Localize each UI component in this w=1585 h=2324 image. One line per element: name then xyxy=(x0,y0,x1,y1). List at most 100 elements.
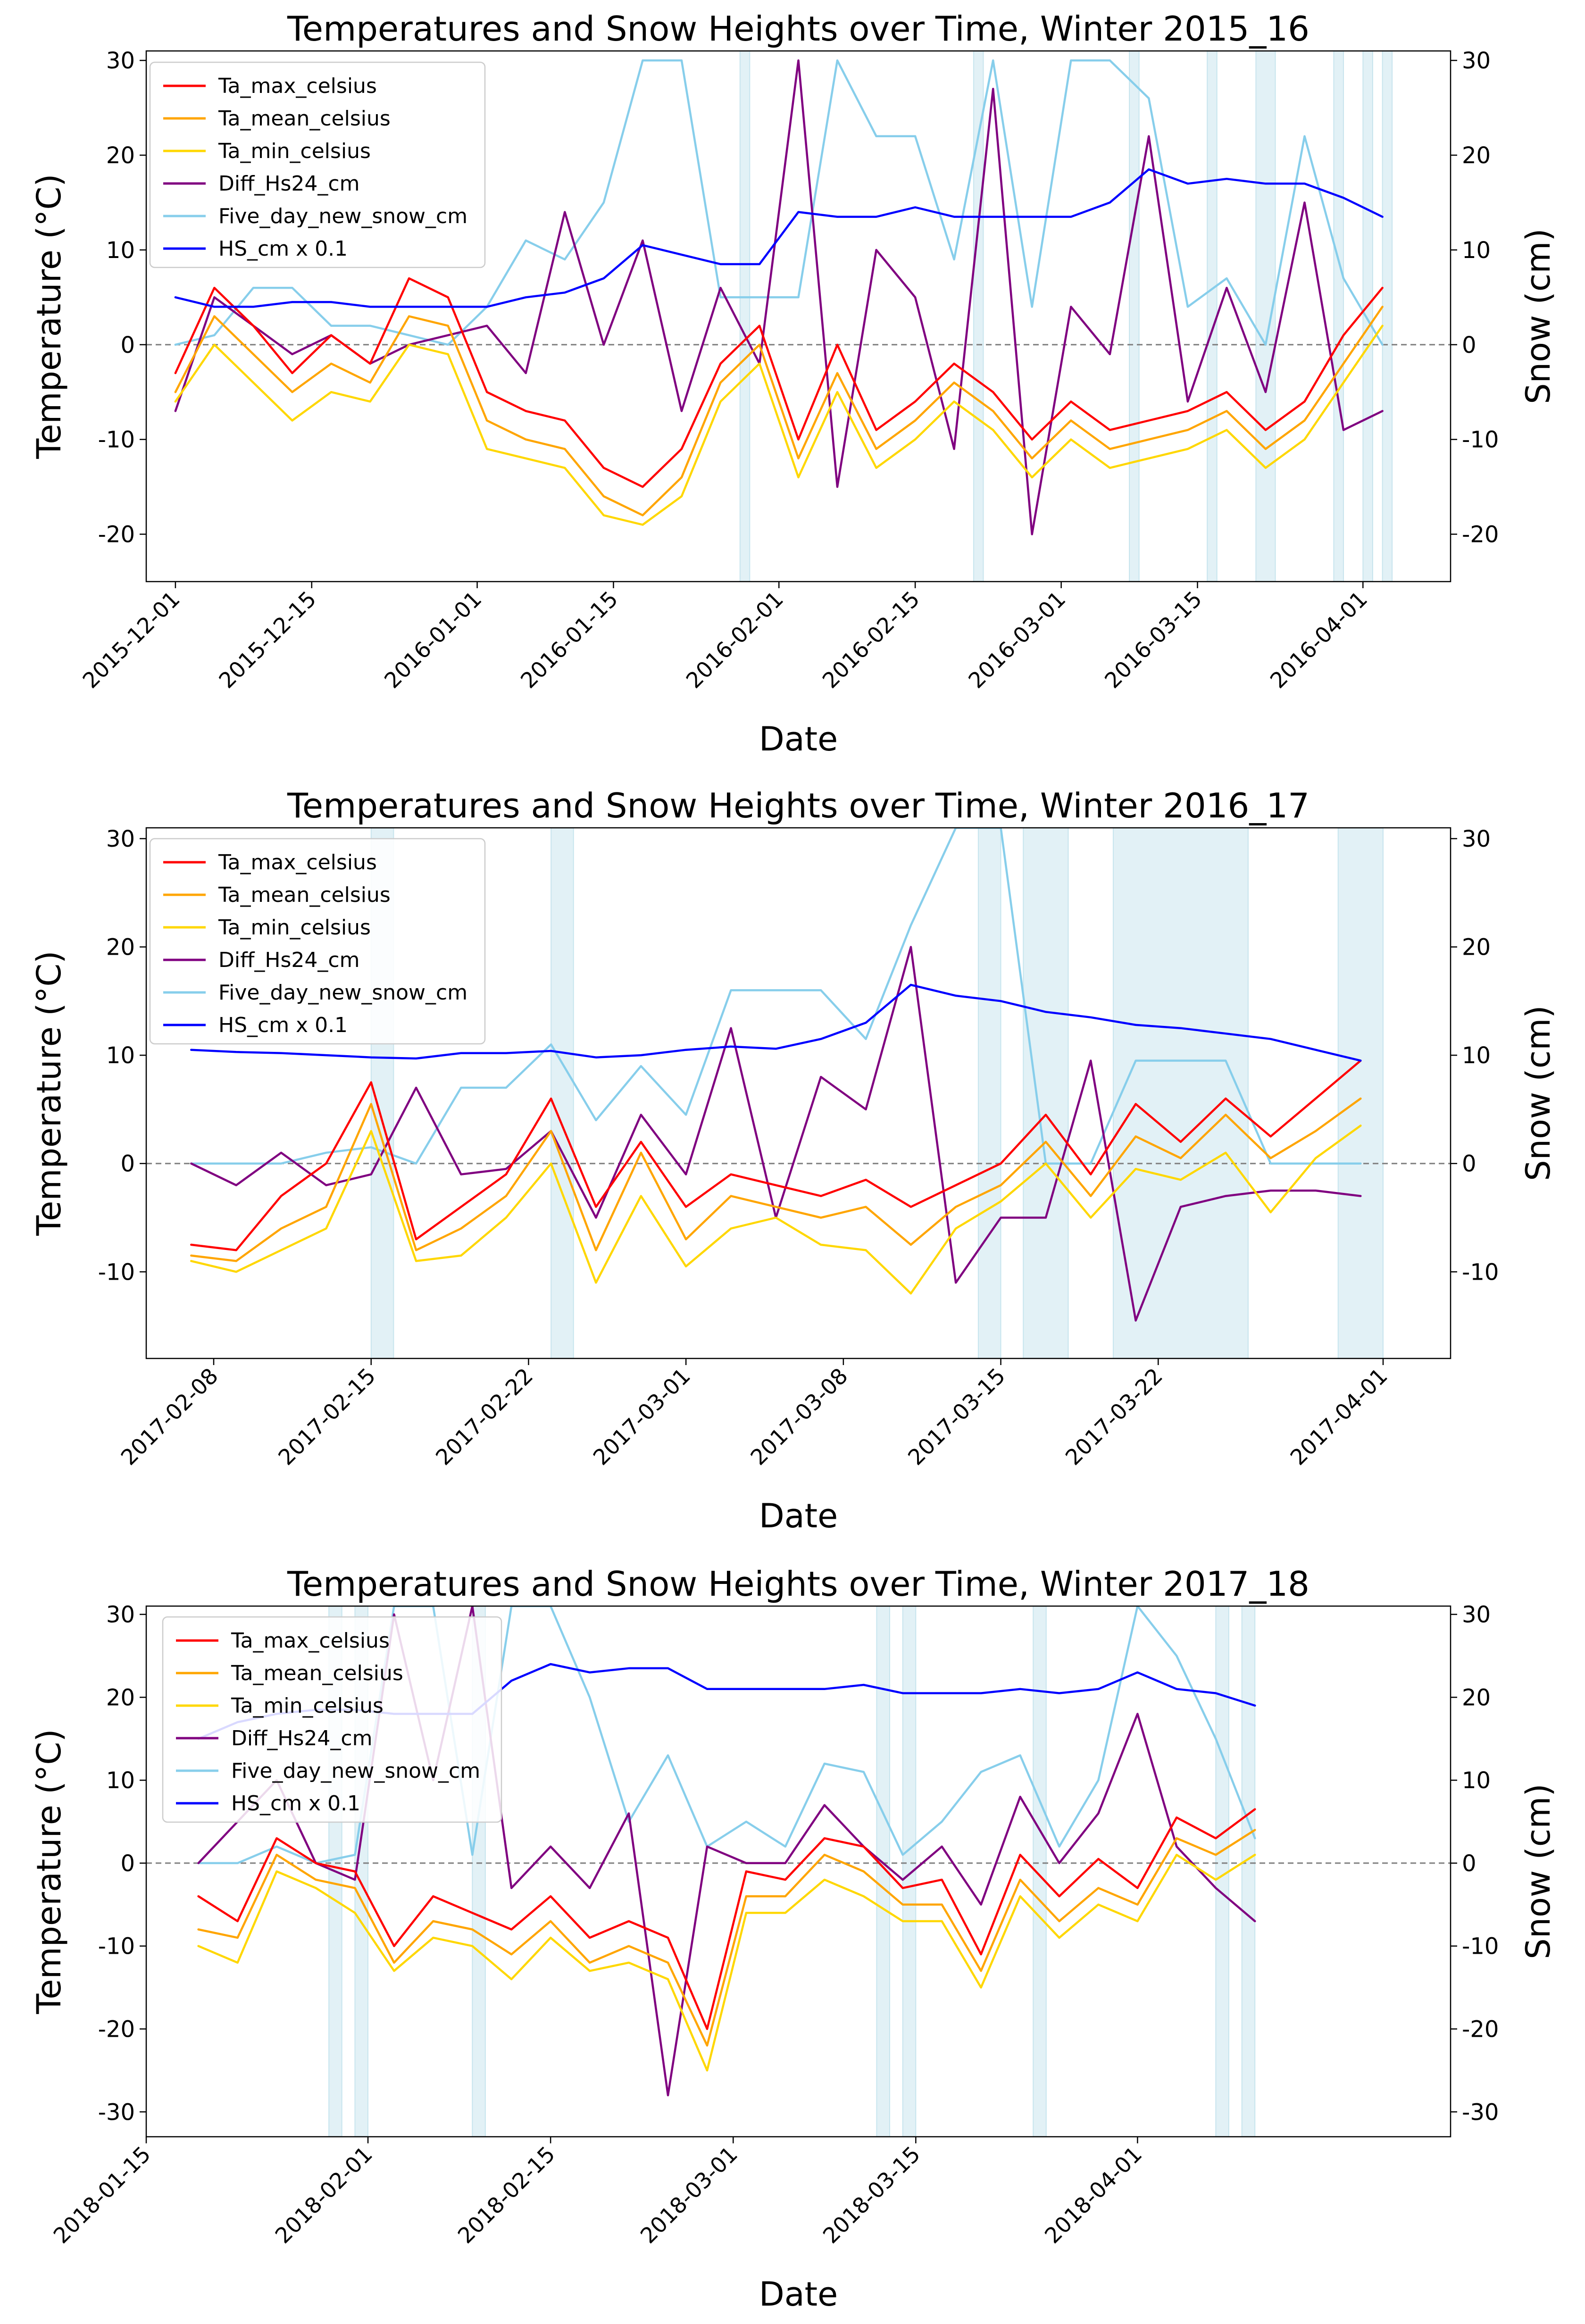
highlight-band xyxy=(1112,828,1249,1358)
y2-tick-label: 20 xyxy=(1462,934,1491,961)
legend-box xyxy=(149,61,486,268)
series-line-hs-cm-x-0-1 xyxy=(174,168,1384,308)
y-axis-label: Temperature (°C) xyxy=(30,174,68,459)
series-line-ta-mean-celsius xyxy=(174,306,1384,516)
highlight-band xyxy=(1337,828,1384,1358)
y2-tick-label: 0 xyxy=(1462,1850,1477,1877)
highlight-band xyxy=(1129,51,1140,582)
y2-tick-label: 30 xyxy=(1462,1602,1491,1628)
x-axis-label: Date xyxy=(759,2275,838,2314)
legend-label: Ta_mean_celsius xyxy=(231,1661,403,1685)
legend: Ta_max_celsius Ta_mean_celsius Ta_min_cels… xyxy=(149,61,486,268)
y2-tick-label: 0 xyxy=(1462,332,1477,358)
series-line-ta-min-celsius xyxy=(174,325,1384,526)
y-tick-label: 0 xyxy=(120,1151,135,1177)
legend: Ta_max_celsius Ta_mean_celsius Ta_min_cels… xyxy=(162,1616,502,1823)
legend-label: Ta_max_celsius xyxy=(218,74,377,98)
series-line-ta-mean-celsius xyxy=(197,1829,1256,2047)
legend-label: Ta_max_celsius xyxy=(218,850,377,875)
highlight-band xyxy=(1023,828,1069,1358)
series-line-ta-min-celsius xyxy=(190,1125,1362,1295)
series-line-ta-mean-celsius xyxy=(190,1097,1362,1262)
legend: Ta_max_celsius Ta_mean_celsius Ta_min_cels… xyxy=(149,838,486,1045)
highlight-band xyxy=(1362,51,1373,582)
highlight-band xyxy=(1333,51,1344,582)
chart-title: Temperatures and Snow Heights over Time,… xyxy=(287,1564,1310,1604)
highlight-band xyxy=(1207,51,1218,582)
y2-tick-label: 10 xyxy=(1462,1767,1491,1794)
y2-axis-label: Snow (cm) xyxy=(1519,1783,1558,1959)
y2-tick-label: -20 xyxy=(1462,522,1499,548)
plot-area xyxy=(146,1606,1451,2137)
y-tick-label: -10 xyxy=(98,1259,135,1285)
legend-label: Diff_Hs24_cm xyxy=(218,172,359,196)
y2-axis-label: Snow (cm) xyxy=(1519,228,1558,404)
plot-area xyxy=(146,828,1451,1358)
y2-tick-label: 10 xyxy=(1462,237,1491,264)
y2-tick-label: -10 xyxy=(1462,1933,1499,1960)
x-axis-label: Date xyxy=(759,1497,838,1535)
legend-label: Diff_Hs24_cm xyxy=(231,1726,372,1750)
highlight-band xyxy=(739,51,751,582)
plot-frame xyxy=(145,50,1452,583)
highlight-band xyxy=(1241,1606,1256,2137)
y2-tick-label: 0 xyxy=(1462,1151,1477,1177)
legend-label: HS_cm x 0.1 xyxy=(231,1791,360,1816)
legend-label: Ta_min_celsius xyxy=(218,139,371,163)
chart-title: Temperatures and Snow Heights over Time,… xyxy=(287,786,1310,825)
y-tick-label: -10 xyxy=(98,427,135,453)
highlight-band xyxy=(1255,51,1276,582)
series-line-ta-max-celsius xyxy=(197,1808,1256,2030)
legend-label: Diff_Hs24_cm xyxy=(218,948,359,972)
y2-tick-label: -10 xyxy=(1462,427,1499,453)
y2-tick-label: -20 xyxy=(1462,2016,1499,2042)
y2-axis-label: Snow (cm) xyxy=(1519,1005,1558,1181)
legend-label: Ta_max_celsius xyxy=(231,1629,390,1653)
highlight-band xyxy=(973,51,984,582)
plot-frame xyxy=(145,1605,1452,2138)
series-line-diff-hs24-cm xyxy=(174,59,1384,535)
y-tick-label: 10 xyxy=(106,237,135,264)
y2-tick-label: 30 xyxy=(1462,48,1491,74)
legend-label: HS_cm x 0.1 xyxy=(218,1013,348,1037)
y2-tick-label: 10 xyxy=(1462,1042,1491,1069)
legend-label: Ta_mean_celsius xyxy=(218,883,391,907)
y2-tick-label: 20 xyxy=(1462,1684,1491,1711)
highlight-band xyxy=(551,828,574,1358)
y-tick-label: 10 xyxy=(106,1767,135,1794)
y-tick-label: 10 xyxy=(106,1042,135,1069)
y-tick-label: 30 xyxy=(106,826,135,852)
y-axis-label: Temperature (°C) xyxy=(30,1729,68,2014)
legend-label: Ta_min_celsius xyxy=(218,916,371,940)
chart-title: Temperatures and Snow Heights over Time,… xyxy=(287,9,1310,49)
legend-label: Ta_min_celsius xyxy=(231,1694,384,1718)
highlight-band xyxy=(1382,51,1393,582)
series-line-ta-max-celsius xyxy=(190,1059,1362,1251)
y-tick-label: 30 xyxy=(106,1602,135,1628)
y-axis-label: Temperature (°C) xyxy=(30,950,68,1236)
series-line-hs-cm-x-0-1 xyxy=(190,983,1362,1062)
series-line-ta-min-celsius xyxy=(197,1854,1256,2072)
y2-tick-label: -10 xyxy=(1462,1259,1499,1285)
plot-area xyxy=(146,51,1451,582)
legend-label: Five_day_new_snow_cm xyxy=(231,1759,480,1783)
legend-box xyxy=(162,1616,502,1823)
legend-box xyxy=(149,838,486,1045)
y-tick-label: -20 xyxy=(98,522,135,548)
y-tick-label: 0 xyxy=(120,1850,135,1877)
y-tick-label: -20 xyxy=(98,2016,135,2042)
y-tick-label: -30 xyxy=(98,2099,135,2125)
series-line-five-day-new-snow-cm xyxy=(174,59,1384,346)
y2-tick-label: -30 xyxy=(1462,2099,1499,2125)
plot-frame xyxy=(145,827,1452,1359)
y2-tick-label: 30 xyxy=(1462,826,1491,852)
y-tick-label: 0 xyxy=(120,332,135,358)
legend-label: HS_cm x 0.1 xyxy=(218,237,348,261)
y2-tick-label: 20 xyxy=(1462,142,1491,169)
y-tick-label: 20 xyxy=(106,1684,135,1711)
legend-label: Five_day_new_snow_cm xyxy=(218,981,467,1005)
legend-label: Five_day_new_snow_cm xyxy=(218,204,467,228)
y-tick-label: 30 xyxy=(106,48,135,74)
